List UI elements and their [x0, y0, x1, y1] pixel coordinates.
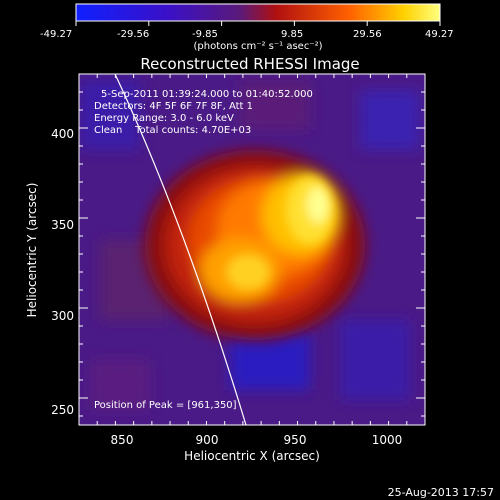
plot-frame	[78, 73, 426, 426]
solar-limb	[114, 74, 247, 425]
x-tick-label: 950	[284, 433, 307, 447]
x-axis-label: Heliocentric X (arcsec)	[184, 449, 320, 463]
y-tick-label: 300	[51, 309, 74, 323]
colorbar-tick-label: -9.85	[192, 29, 218, 40]
image-area	[79, 74, 425, 425]
peak-position-label: Position of Peak = [961,350]	[94, 400, 237, 411]
energy-range-label: Energy Range: 3.0 - 6.0 keV	[94, 113, 234, 124]
colorbar-tick-label: -49.27	[40, 29, 72, 40]
emission-source	[145, 150, 365, 340]
detectors-label: Detectors: 4F 5F 6F 7F 8F, Att 1	[94, 101, 253, 112]
y-tick-label: 350	[51, 218, 74, 232]
plot-title: Reconstructed RHESSI Image	[140, 55, 359, 73]
colorbar-unit-label: (photons cm⁻² s⁻¹ asec⁻²)	[193, 41, 322, 52]
y-tick-label: 250	[51, 403, 74, 417]
clean-counts-label: Clean Total counts: 4.70E+03	[94, 125, 251, 136]
time-range-label: 5-Sep-2011 01:39:24.000 to 01:40:52.000	[101, 89, 313, 100]
colorbar-gradient	[75, 3, 441, 22]
y-axis-label: Heliocentric Y (arcsec)	[25, 183, 39, 318]
colorbar-tick-label: -29.56	[117, 29, 149, 40]
x-tick-label: 850	[111, 433, 134, 447]
colorbar-tick-label: 9.85	[281, 29, 303, 40]
axis-ticks	[78, 73, 426, 425]
y-tick-label: 400	[51, 127, 74, 141]
colorbar-tick-label: 49.27	[425, 29, 454, 40]
colorbar-tick-label: 29.56	[353, 29, 382, 40]
generation-timestamp: 25-Aug-2013 17:57	[388, 486, 494, 499]
x-tick-label: 1000	[372, 433, 403, 447]
x-tick-label: 900	[196, 433, 219, 447]
colorbar: -49.27 -29.56 -9.85 9.85 29.56 49.27 (ph…	[40, 3, 454, 52]
